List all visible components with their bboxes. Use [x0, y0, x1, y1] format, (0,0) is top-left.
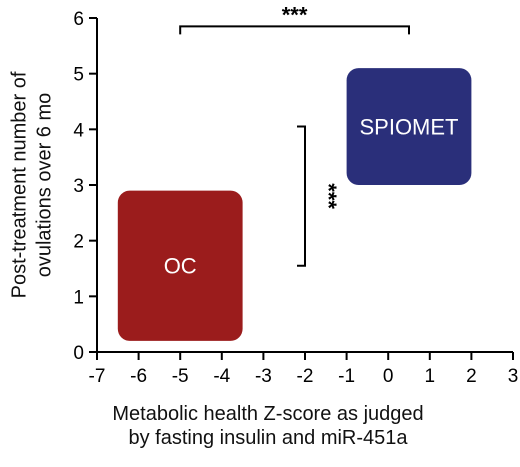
x-tick-label: -3	[255, 366, 272, 387]
significance-stars-vertical: ***	[316, 183, 341, 209]
x-tick-label: 2	[466, 366, 477, 387]
x-axis-title: Metabolic health Z-score as judged	[112, 403, 423, 425]
y-tick-label: 1	[73, 287, 84, 308]
x-tick-label: -5	[172, 366, 189, 387]
group-label-oc: OC	[164, 254, 197, 279]
x-tick-label: 3	[508, 366, 519, 387]
y-tick-label: 6	[73, 9, 84, 30]
y-tick-label: 4	[73, 120, 84, 141]
x-tick-label: -6	[130, 366, 147, 387]
x-tick-label: 1	[425, 366, 436, 387]
y-tick-label: 2	[73, 232, 84, 253]
group-label-spiomet: SPIOMET	[359, 115, 458, 140]
y-tick-label: 0	[73, 343, 84, 364]
x-tick-label: 0	[383, 366, 394, 387]
y-tick-label: 5	[73, 65, 84, 86]
group-box-oc	[117, 190, 243, 341]
y-axis-title: ovulations over 6 mo	[33, 93, 55, 278]
significance-bracket-vertical	[297, 125, 306, 267]
significance-stars-horizontal: ***	[282, 2, 308, 27]
y-tick-label: 3	[73, 176, 84, 197]
y-axis-title: Post-treatment number of	[8, 71, 30, 298]
group-box-spiomet	[346, 68, 472, 185]
x-tick-label: -1	[338, 366, 355, 387]
x-tick-label: -2	[297, 366, 314, 387]
x-tick-label: -7	[89, 366, 106, 387]
x-tick-label: -4	[213, 366, 230, 387]
x-axis-title: by fasting insulin and miR-451a	[128, 427, 408, 449]
significance-bracket-horizontal	[179, 25, 410, 35]
